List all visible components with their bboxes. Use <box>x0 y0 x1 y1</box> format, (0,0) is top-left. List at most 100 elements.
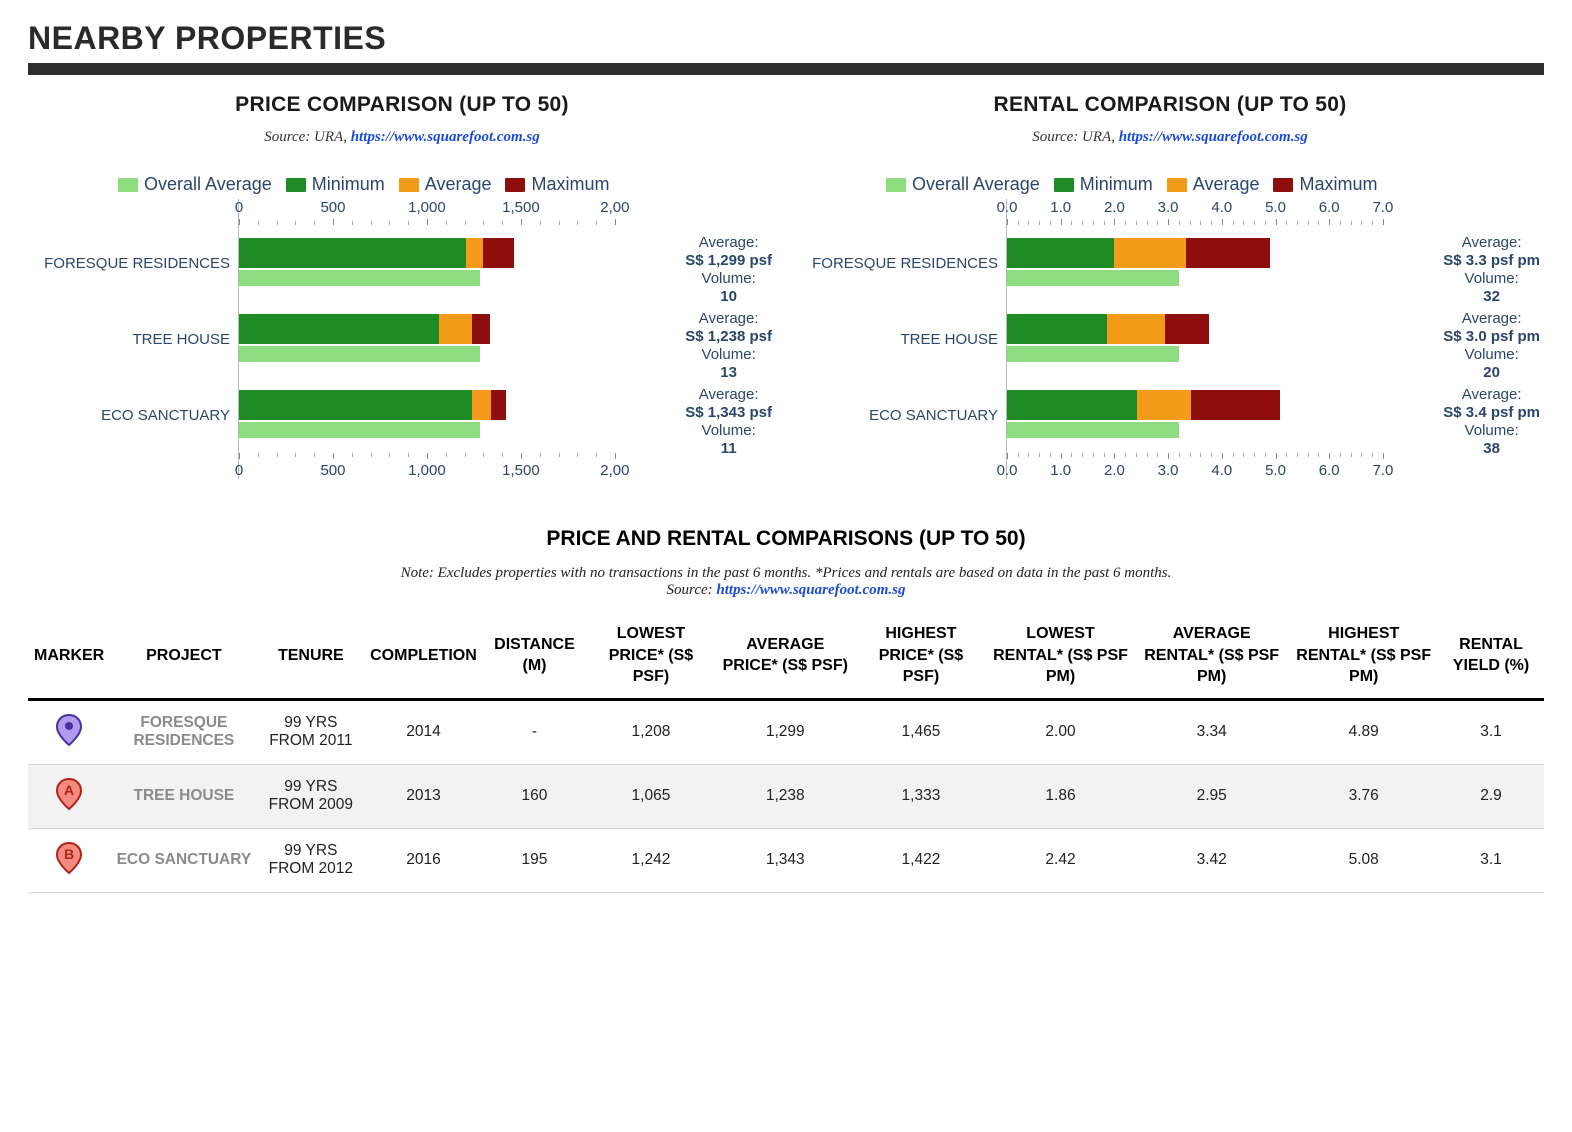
table-cell: 195 <box>483 828 586 892</box>
tick-label: 1,500 <box>502 199 540 216</box>
annot-vol-value: 13 <box>685 364 772 382</box>
marker-pin-icon: B <box>55 841 83 875</box>
category-labels: FORESQUE RESIDENCESTREE HOUSEECO SANCTUA… <box>796 199 1006 479</box>
plot-area: 05001,0001,5002,0005001,0001,5002,00Aver… <box>238 199 776 479</box>
chart-source-prefix: Source: URA, <box>1032 129 1119 145</box>
legend-item: Maximum <box>1273 174 1377 195</box>
tick-label: 0 <box>235 462 243 479</box>
minor-tick <box>1286 453 1287 457</box>
annot-vol-label: Volume: <box>685 346 772 364</box>
table-cell <box>28 699 110 764</box>
minor-tick <box>258 453 259 457</box>
tick-label: 6.0 <box>1319 462 1340 479</box>
title-rule <box>28 63 1544 75</box>
table-cell: 99 YRS FROM 2011 <box>258 699 365 764</box>
bar-annotation: Average:S$ 3.4 psf pmVolume:38 <box>1443 386 1540 458</box>
minor-tick <box>1361 453 1362 457</box>
minor-tick <box>1039 453 1040 457</box>
table-source-link[interactable]: https://www.squarefoot.com.sg <box>716 582 905 598</box>
category-label: TREE HOUSE <box>796 331 998 348</box>
chart-source-link[interactable]: https://www.squarefoot.com.sg <box>351 129 540 145</box>
table-cell: 1,065 <box>586 764 716 828</box>
table-header-cell: PROJECT <box>110 613 257 699</box>
seg-avg <box>466 238 483 268</box>
bars-region: Average:S$ 1,299 psfVolume:10Average:S$ … <box>239 225 776 453</box>
tick-label: 500 <box>320 462 345 479</box>
tick-mark <box>239 453 240 459</box>
chart-source: Source: URA, https://www.squarefoot.com.… <box>28 129 776 146</box>
tick-label: 0.0 <box>997 462 1018 479</box>
tick-label: 2.0 <box>1104 462 1125 479</box>
chart-rental: RENTAL COMPARISON (UP TO 50) Source: URA,… <box>796 93 1544 479</box>
legend-label: Minimum <box>1080 174 1153 195</box>
chart-source-prefix: Source: URA, <box>264 129 351 145</box>
bar-group: Average:S$ 3.3 psf pmVolume:32 <box>1007 234 1544 292</box>
table-cell: 99 YRS FROM 2009 <box>258 764 365 828</box>
bar-annotation: Average:S$ 1,343 psfVolume:11 <box>685 386 772 458</box>
charts-row: PRICE COMPARISON (UP TO 50) Source: URA, … <box>28 93 1544 479</box>
table-cell: 1,242 <box>586 828 716 892</box>
bar-main <box>1007 238 1270 268</box>
minor-tick <box>1050 453 1051 457</box>
tick-label: 7.0 <box>1372 199 1393 216</box>
annot-vol-value: 20 <box>1443 364 1540 382</box>
annot-vol-value: 10 <box>685 288 772 306</box>
chart-title: RENTAL COMPARISON (UP TO 50) <box>796 93 1544 117</box>
project-name: FORESQUE RESIDENCES <box>133 714 234 749</box>
category-label: FORESQUE RESIDENCES <box>796 255 998 272</box>
tick-mark <box>1007 453 1008 459</box>
table-cell: 3.42 <box>1134 828 1289 892</box>
chart-legend: Overall AverageMinimumAverageMaximum <box>118 174 776 195</box>
legend-label: Average <box>425 174 492 195</box>
minor-tick <box>465 453 466 457</box>
legend-item: Minimum <box>1054 174 1153 195</box>
chart-source-link[interactable]: https://www.squarefoot.com.sg <box>1119 129 1308 145</box>
table-header-cell: LOWEST PRICE* (S$ PSF) <box>586 613 716 699</box>
seg-min <box>1007 390 1137 420</box>
table-cell: 2014 <box>364 699 483 764</box>
annot-vol-label: Volume: <box>1443 346 1540 364</box>
minor-tick <box>1200 453 1201 457</box>
minor-tick <box>483 453 484 457</box>
table-cell: 1,208 <box>586 699 716 764</box>
table-section: PRICE AND RENTAL COMPARISONS (UP TO 50) … <box>28 527 1544 893</box>
minor-tick <box>1190 453 1191 457</box>
bar-main <box>1007 390 1280 420</box>
tick-mark <box>1168 453 1169 459</box>
chart-title: PRICE COMPARISON (UP TO 50) <box>28 93 776 117</box>
tick-mark <box>333 453 334 459</box>
table-cell: 3.1 <box>1438 828 1544 892</box>
minor-tick <box>408 453 409 457</box>
axis-bottom: 05001,0001,5002,00 <box>239 455 776 479</box>
legend-label: Minimum <box>312 174 385 195</box>
tick-label: 2.0 <box>1104 199 1125 216</box>
svg-text:B: B <box>64 846 74 862</box>
annot-avg-label: Average: <box>1443 234 1540 252</box>
annot-vol-value: 11 <box>685 440 772 458</box>
seg-min <box>1007 314 1107 344</box>
tick-label: 1,000 <box>408 462 446 479</box>
tick-mark <box>615 453 616 459</box>
table-cell: ECO SANCTUARY <box>110 828 257 892</box>
annot-avg-value: S$ 3.4 psf pm <box>1443 404 1540 422</box>
table-cell: 160 <box>483 764 586 828</box>
category-labels: FORESQUE RESIDENCESTREE HOUSEECO SANCTUA… <box>28 199 238 479</box>
table-note: Note: Excludes properties with no transa… <box>28 565 1544 599</box>
seg-min <box>239 314 439 344</box>
legend-swatch <box>1054 178 1074 192</box>
table-note-text: Note: Excludes properties with no transa… <box>401 565 1172 581</box>
seg-max <box>491 390 506 420</box>
minor-tick <box>1071 453 1072 457</box>
table-cell: 1.86 <box>987 764 1134 828</box>
minor-tick <box>596 453 597 457</box>
seg-max <box>1186 238 1269 268</box>
legend-swatch <box>118 178 138 192</box>
table-source-prefix: Source: <box>667 582 717 598</box>
tick-label: 3.0 <box>1158 199 1179 216</box>
tick-mark <box>1383 453 1384 459</box>
minor-tick <box>1351 453 1352 457</box>
annot-avg-value: S$ 3.3 psf pm <box>1443 252 1540 270</box>
chart-area: FORESQUE RESIDENCESTREE HOUSEECO SANCTUA… <box>796 199 1544 479</box>
seg-avg <box>1114 238 1186 268</box>
minor-tick <box>314 453 315 457</box>
